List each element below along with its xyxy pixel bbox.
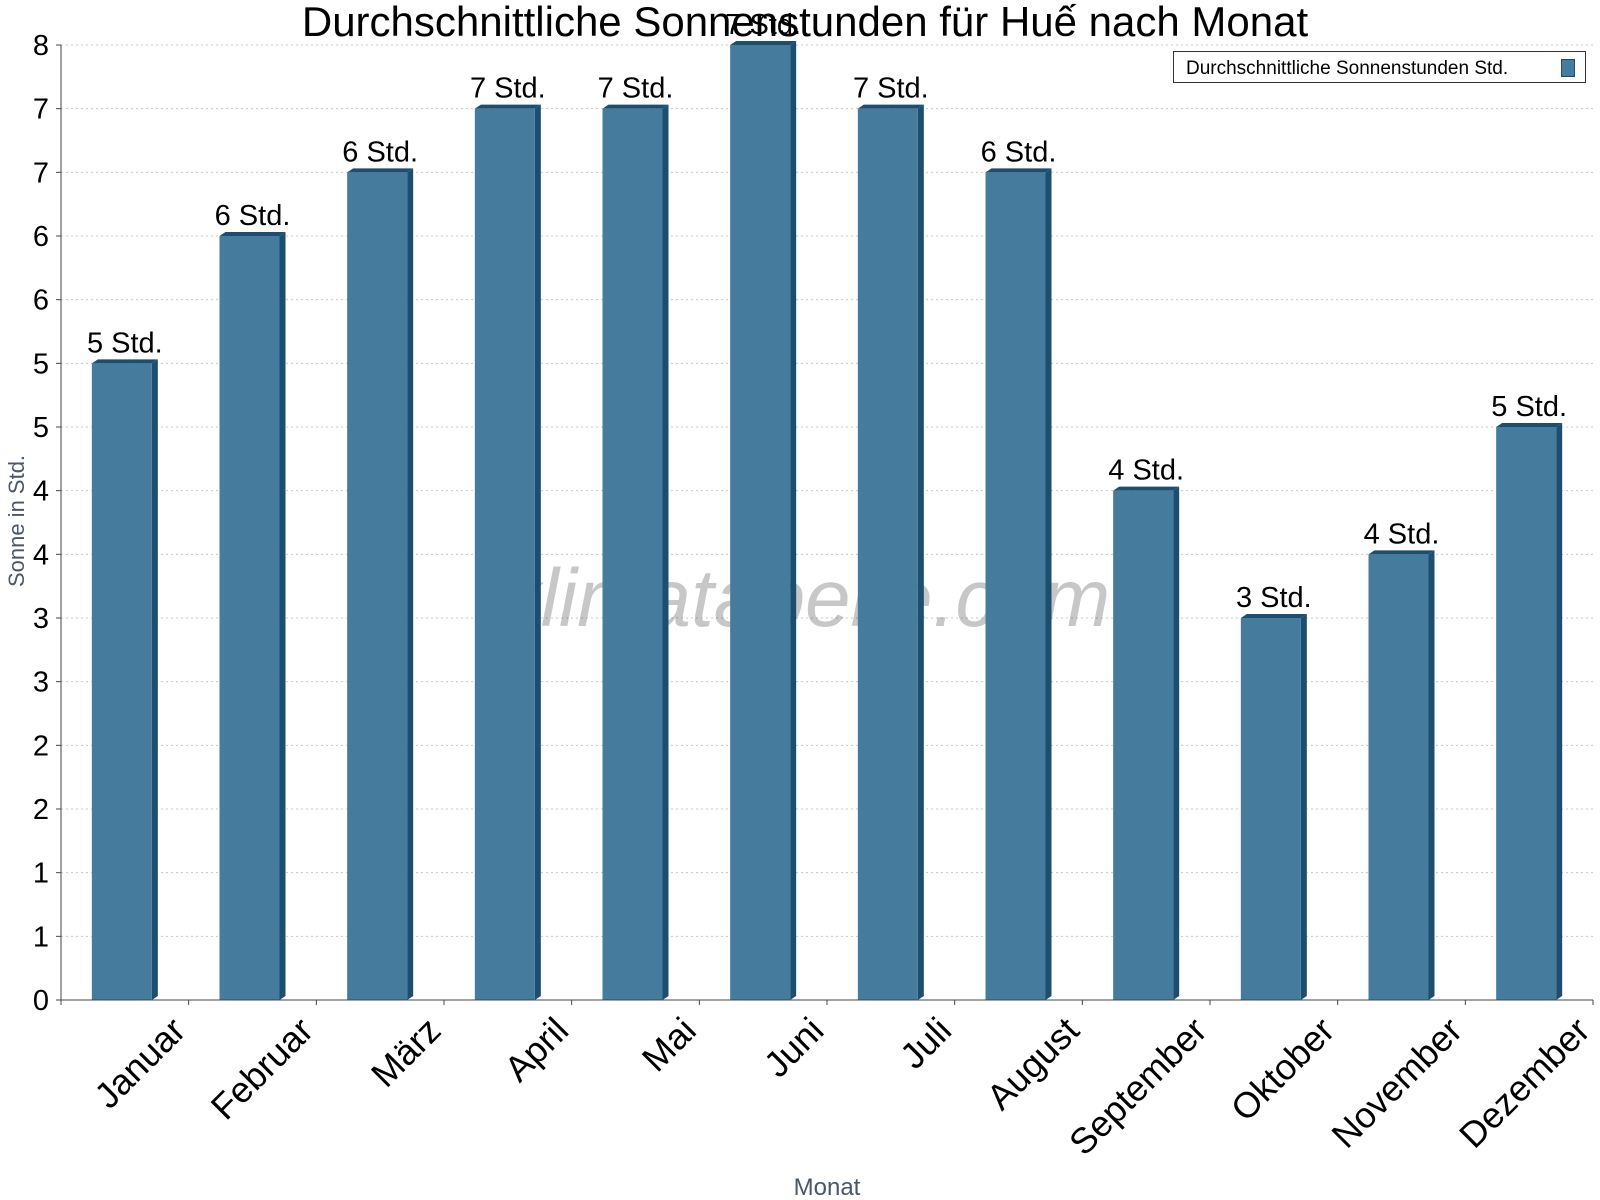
bar	[347, 168, 414, 1001]
x-axis-ticks: Januar Februar März April Mai Juni Juli AugustS…	[60, 1000, 1598, 1163]
bar-side	[790, 41, 797, 1000]
bar-face	[857, 108, 918, 1000]
x-tick-label: Mai	[634, 1009, 704, 1079]
y-tick-label: 1	[33, 921, 49, 953]
chart-title: Durchschnittliche Sonnenstunden für Huế …	[302, 0, 1309, 45]
bar-face	[347, 172, 408, 1001]
bar-top	[219, 232, 286, 236]
bar	[985, 168, 1052, 1001]
y-tick-label: 8	[33, 30, 49, 62]
x-tick-label: April	[496, 1009, 576, 1089]
bar-side	[1428, 550, 1435, 1000]
bar-top	[1113, 486, 1180, 491]
y-tick-label: 4	[33, 476, 49, 508]
bar-side	[1045, 168, 1052, 1001]
bar	[1496, 423, 1563, 1000]
y-tick-label: 7	[33, 94, 49, 126]
legend-label: Durchschnittliche Sonnenstunden Std.	[1186, 58, 1509, 79]
data-label: 6 Std.	[981, 136, 1057, 168]
bar	[219, 232, 286, 1000]
x-axis-label: Monat	[794, 1174, 861, 1200]
x-tick-label: Juni	[756, 1009, 832, 1085]
y-tick-label: 3	[33, 667, 49, 699]
data-label: 3 Std.	[1236, 582, 1312, 614]
bar-side	[1300, 614, 1307, 1000]
y-tick-label: 2	[33, 794, 49, 826]
grid-lines	[61, 44, 1593, 937]
data-label: 7 Std.	[853, 73, 929, 105]
data-label: 7 Std.	[725, 9, 801, 41]
y-tick-label: 1	[33, 858, 49, 890]
x-tick-label: Februar	[203, 1009, 321, 1127]
data-label: 6 Std.	[342, 136, 418, 168]
y-tick-label: 0	[33, 985, 49, 1017]
x-tick-label: März	[363, 1009, 449, 1095]
bar-face	[219, 236, 280, 1000]
bar-face	[1113, 490, 1174, 1000]
y-tick-label: 2	[33, 730, 49, 762]
bar-side	[1556, 423, 1563, 1000]
bar-side	[1173, 486, 1180, 1001]
bar-top	[985, 168, 1052, 173]
bar-face	[1368, 554, 1429, 1000]
bar	[1368, 550, 1435, 1000]
data-label: 5 Std.	[1491, 391, 1567, 423]
bar-top	[857, 104, 924, 109]
bar-top	[91, 359, 158, 364]
bar-face	[1496, 427, 1557, 1000]
bar-face	[474, 108, 535, 1000]
x-tick-label: November	[1323, 1009, 1469, 1155]
bar-face	[602, 108, 663, 1000]
bar	[91, 359, 158, 1000]
y-axis-label: Sonne in Std.	[4, 455, 29, 587]
bar-side	[151, 359, 158, 1000]
x-tick-label: Juli	[892, 1009, 959, 1076]
x-tick-label: Dezember	[1451, 1009, 1597, 1155]
bar	[1113, 486, 1180, 1001]
bars: 5 Std. 6 Std. 6 Std. 7 Std. 7 Std. 7 Std. 7 St…	[87, 9, 1567, 1001]
bar-top	[1368, 550, 1435, 555]
bar	[474, 104, 541, 1000]
bar-face	[730, 45, 791, 1000]
data-label: 4 Std.	[1108, 455, 1184, 487]
data-label: 4 Std.	[1364, 518, 1440, 550]
x-tick-label: September	[1061, 1009, 1215, 1163]
data-label: 6 Std.	[215, 200, 291, 232]
data-label: 7 Std.	[470, 73, 546, 105]
legend: Durchschnittliche Sonnenstunden Std.	[1173, 51, 1586, 83]
bar-side	[917, 104, 924, 1000]
y-tick-label: 4	[33, 539, 49, 571]
bar	[857, 104, 924, 1000]
bar-top	[1496, 423, 1563, 427]
bar	[1240, 614, 1307, 1000]
bar-face	[1240, 618, 1301, 1000]
bar-top	[730, 41, 797, 45]
bar-face	[91, 363, 152, 1000]
legend-swatch	[1561, 59, 1575, 77]
y-tick-label: 5	[33, 412, 49, 444]
bar	[730, 41, 797, 1000]
bar-top	[1240, 614, 1307, 618]
bar	[602, 104, 669, 1000]
bar-top	[347, 168, 414, 173]
y-tick-label: 7	[33, 157, 49, 189]
bar-side	[534, 104, 541, 1000]
y-tick-label: 6	[33, 285, 49, 317]
y-tick-label: 5	[33, 348, 49, 380]
bar-face	[985, 172, 1046, 1001]
x-tick-label: Januar	[86, 1009, 193, 1116]
bar-side	[407, 168, 414, 1001]
data-label: 5 Std.	[87, 327, 163, 359]
x-tick-label: August	[979, 1009, 1087, 1117]
y-tick-label: 6	[33, 221, 49, 253]
y-tick-label: 3	[33, 603, 49, 635]
bar-top	[602, 104, 669, 109]
bar-side	[279, 232, 286, 1000]
y-axis-ticks: 0 1 1 2 2 3 3 4 4 5 5 6 6 7 7 8	[33, 30, 61, 1017]
bar-side	[662, 104, 669, 1000]
x-tick-label: Oktober	[1223, 1009, 1343, 1129]
data-label: 7 Std.	[598, 73, 674, 105]
bar-top	[474, 104, 541, 109]
